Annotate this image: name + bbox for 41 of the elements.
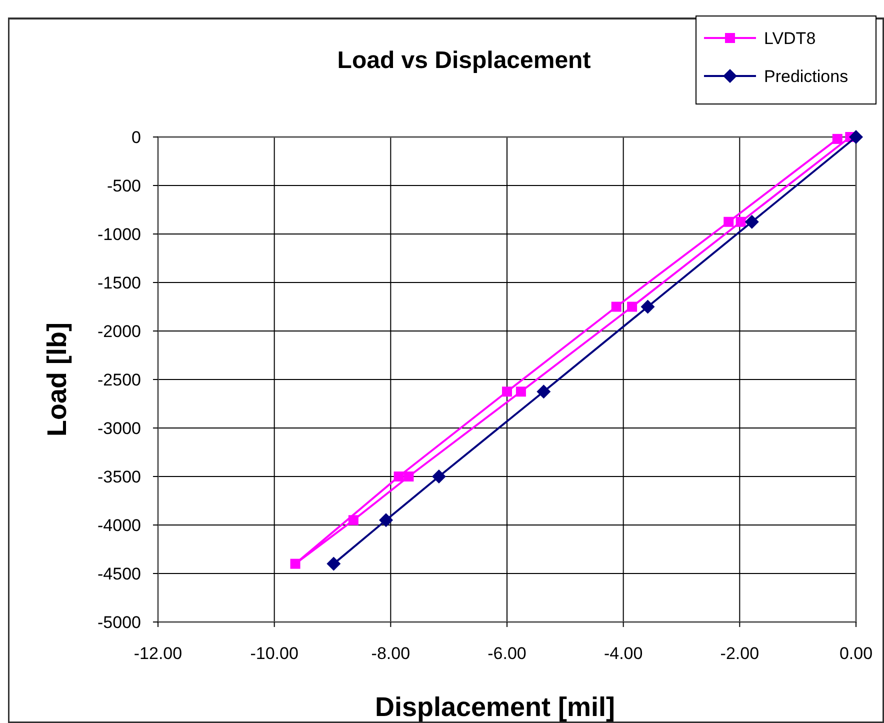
point — [724, 216, 734, 227]
x-tick-label: -8.00 — [371, 644, 410, 663]
point — [627, 302, 638, 312]
point — [611, 302, 622, 312]
y-tick-label: -1500 — [98, 274, 141, 292]
legend-label: LVDT8 — [764, 29, 816, 48]
y-tick-label: -2500 — [98, 370, 141, 390]
x-tick-label: -10.00 — [250, 644, 298, 663]
chart-title: Load vs Displacement — [337, 47, 591, 74]
point — [326, 556, 341, 571]
x-tick-label: 0.00 — [839, 644, 873, 663]
point — [536, 384, 551, 399]
y-tick-label: -1000 — [98, 225, 141, 244]
y-axis-title: Load [lb] — [42, 322, 72, 436]
point — [394, 472, 404, 482]
legend-label: Predictions — [764, 67, 848, 86]
point — [502, 386, 512, 397]
y-tick-label: -4000 — [98, 516, 141, 535]
x-axis-title: Displacement [mil] — [374, 692, 616, 722]
y-tick-label: -2000 — [98, 322, 141, 341]
point — [290, 558, 300, 569]
point — [832, 134, 842, 144]
point — [516, 386, 526, 397]
point — [744, 214, 759, 229]
y-tick-label: -4500 — [98, 564, 141, 584]
x-tick-label: -4.00 — [604, 644, 643, 663]
x-tick-label: -12.00 — [134, 644, 182, 663]
y-tick-label: 0 — [132, 128, 141, 147]
y-tick-label: -5000 — [98, 613, 141, 632]
point — [849, 130, 863, 144]
x-tick-label: -2.00 — [720, 644, 760, 663]
y-tick-label: -3500 — [98, 468, 141, 486]
point — [348, 515, 358, 526]
point — [640, 300, 655, 314]
point — [404, 472, 414, 482]
y-tick-label: -3000 — [98, 419, 141, 438]
point — [379, 513, 394, 528]
point — [736, 216, 746, 227]
y-tick-label: -500 — [106, 176, 141, 196]
x-tick-label: -6.00 — [488, 644, 526, 663]
point — [432, 470, 446, 484]
